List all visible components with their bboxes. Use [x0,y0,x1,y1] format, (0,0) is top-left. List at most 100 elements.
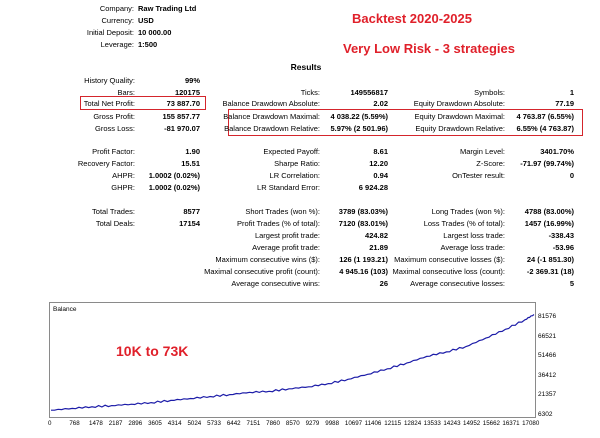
balance-dd-rel-value: 5.97% (2 501.96) [330,124,388,133]
drawdown-highlight [228,109,583,136]
x-tick-label: 2896 [128,420,143,427]
x-tick-label: 9988 [325,420,340,427]
total-deals-label: Total Deals: [95,219,135,228]
history-quality-value: 99% [184,76,200,85]
leverage-label: Leverage: [100,40,134,49]
company-value: Raw Trading Ltd [138,4,197,13]
y-tick-label: 21357 [538,391,557,399]
max-cons-loss-value: -2 369.31 (18) [526,267,574,276]
largest-loss-value: -338.43 [548,231,574,240]
lr-correlation-value: 0.94 [373,171,388,180]
max-cons-losses-label: Maximum consecutive losses ($): [394,255,505,264]
ghpr-value: 1.0002 (0.02%) [148,183,200,192]
expected-payoff-label: Expected Payoff: [263,147,320,156]
y-tick-label: 6302 [538,411,553,418]
recovery-factor-label: Recovery Factor: [77,159,135,168]
largest-profit-value: 424.82 [365,231,388,240]
symbols-value: 1 [569,88,574,97]
equity-dd-rel-label: Equity Drawdown Relative: [415,124,505,133]
loss-trades-label: Loss Trades (% of total): [423,219,505,228]
profit-trades-label: Profit Trades (% of total): [237,219,320,228]
balance-dd-max-label: Balance Drawdown Maximal: [223,112,320,121]
x-tick-label: 3605 [148,420,162,427]
y-tick-label: 66521 [538,332,557,340]
max-cons-wins-value: 126 (1 193.21) [339,255,388,264]
x-tick-label: 11406 [364,420,382,427]
x-tick-label: 5733 [207,420,221,427]
x-tick-label: 10697 [344,420,363,427]
gross-profit-label: Gross Profit: [93,112,135,121]
balance-chart: Balance 10K to 73K [49,302,536,418]
x-tick-label: 16371 [502,420,520,427]
gross-loss-value: -81 970.07 [164,124,200,133]
max-cons-profit-label: Maximal consecutive profit (count): [204,267,320,276]
company-label: Company: [99,4,134,13]
symbols-label: Symbols: [474,88,505,97]
chart-note: 10K to 73K [116,343,189,359]
equity-dd-max-label: Equity Drawdown Maximal: [414,112,505,121]
balance-dd-max-value: 4 038.22 (5.59%) [330,112,388,121]
gross-profit-value: 155 857.77 [162,112,200,121]
gross-loss-label: Gross Loss: [94,124,135,133]
bars-label: Bars: [117,88,135,97]
profit-trades-value: 7120 (83.01%) [338,219,388,228]
balance-plot [51,314,535,411]
ontester-label: OnTester result: [452,171,505,180]
avg-cons-wins-label: Average consecutive wins: [231,279,320,288]
max-cons-profit-value: 4 945.16 (103) [339,267,388,276]
ticks-value: 149556817 [350,88,388,97]
x-tick-label: 5024 [187,420,202,427]
net-profit-highlight [80,96,206,110]
x-tick-label: 12824 [403,420,422,427]
x-tick-label: 13533 [423,420,441,427]
short-trades-label: Short Trades (won %): [245,207,320,216]
long-trades-value: 4788 (83.00%) [524,207,574,216]
y-tick-label: 51466 [538,352,557,360]
x-tick-label: 7151 [246,420,261,427]
total-deals-value: 17154 [179,219,200,228]
total-trades-label: Total Trades: [92,207,135,216]
lr-std-error-label: LR Standard Error: [257,183,320,192]
equity-dd-max-value: 4 763.87 (6.55%) [516,112,574,121]
avg-cons-losses-value: 5 [569,279,574,288]
x-tick-label: 768 [69,420,80,427]
currency-value: USD [138,16,154,25]
max-cons-losses-value: 24 (-1 851.30) [526,255,574,264]
avg-loss-value: -53.96 [552,243,574,252]
zscore-value: -71.97 (99.74%) [520,159,574,168]
net-profit-label: Total Net Profit: [83,99,135,108]
x-tick-label: 9279 [305,420,320,427]
balance-dd-abs-label: Balance Drawdown Absolute: [222,99,320,108]
ticks-label: Ticks: [300,88,320,97]
overlay-title-2: Very Low Risk - 3 strategies [343,41,515,56]
margin-level-label: Margin Level: [459,147,505,156]
balance-dd-rel-label: Balance Drawdown Relative: [224,124,320,133]
long-trades-label: Long Trades (won %): [431,207,505,216]
profit-factor-label: Profit Factor: [92,147,135,156]
avg-profit-value: 21.89 [369,243,388,252]
largest-loss-label: Largest loss trade: [443,231,505,240]
avg-profit-label: Average profit trade: [252,243,320,252]
y-tick-label: 36412 [538,371,557,379]
total-trades-value: 8577 [183,207,200,216]
ontester-value: 0 [569,171,574,180]
equity-dd-abs-label: Equity Drawdown Absolute: [413,99,505,108]
balance-line [51,314,535,411]
x-tick-label: 8570 [285,420,300,427]
loss-trades-value: 1457 (16.99%) [524,219,574,228]
avg-cons-wins-value: 26 [379,279,388,288]
y-tick-label: 81576 [538,313,557,320]
x-tick-label: 12115 [384,420,402,427]
bars-value: 120175 [174,88,200,97]
ahpr-value: 1.0002 (0.02%) [148,171,200,180]
deposit-value: 10 000.00 [138,28,172,37]
max-cons-loss-label: Maximal consecutive loss (count): [392,267,505,276]
lr-std-error-value: 6 924.28 [358,183,388,192]
x-tick-label: 6442 [226,420,241,427]
sharpe-label: Sharpe Ratio: [274,159,320,168]
ghpr-label: GHPR: [111,183,135,192]
balance-dd-abs-value: 2.02 [373,99,388,108]
equity-dd-rel-value: 6.55% (4 763.87) [516,124,574,133]
x-tick-label: 14243 [443,420,461,427]
ahpr-label: AHPR: [112,171,135,180]
